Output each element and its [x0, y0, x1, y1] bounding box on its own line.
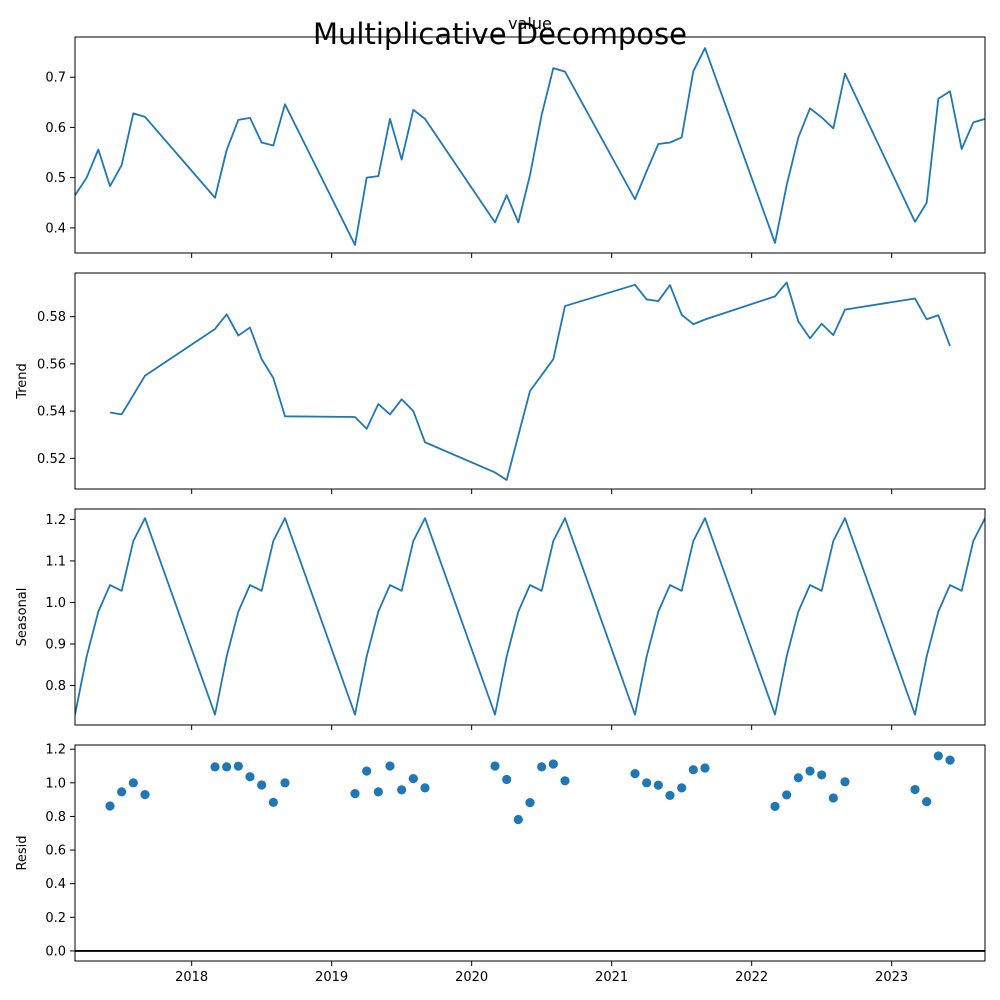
y-tick-label: 0.56 — [37, 357, 66, 372]
y-axis-label: Trend — [15, 363, 30, 400]
panel-resid: Resid 0.0 0.2 0.4 0.6 0.8 1.0 1.2 2018 2019 2020 20… — [15, 743, 986, 985]
x-tick-label: 2023 — [875, 970, 908, 985]
resid-point — [537, 762, 547, 772]
resid-point — [140, 789, 150, 800]
plot-area — [75, 517, 985, 716]
x-tick-label: 2022 — [735, 970, 768, 985]
y-tick-label: 0.9 — [45, 638, 66, 653]
resid-point — [700, 763, 710, 773]
resid-point — [653, 780, 663, 790]
y-tick-label: 0.58 — [37, 310, 66, 325]
resid-point — [280, 778, 290, 788]
resid-point — [105, 801, 115, 811]
resid-point — [525, 798, 535, 808]
panel-value: value 0.4 0.5 0.6 0.7 — [45, 14, 986, 258]
resid-point — [922, 797, 932, 807]
resid-point — [385, 761, 395, 771]
resid-point — [117, 787, 127, 797]
axes-frame — [74, 36, 986, 254]
y-tick-label: 0.8 — [45, 810, 66, 825]
x-tick-label: 2021 — [595, 970, 628, 985]
resid-point — [677, 783, 687, 793]
resid-point — [828, 793, 838, 803]
resid-point — [408, 774, 418, 784]
resid-point — [513, 814, 523, 825]
plot-area — [109, 281, 951, 481]
axes-frame — [74, 508, 986, 726]
y-tick-label: 1.2 — [45, 513, 66, 528]
resid-point — [397, 785, 407, 795]
resid-point — [502, 774, 512, 785]
resid-point — [245, 772, 255, 782]
resid-point — [350, 788, 360, 799]
plot-area — [105, 751, 955, 825]
resid-point — [222, 762, 232, 772]
y-tick-label: 0.4 — [45, 877, 66, 892]
axes-frame — [74, 744, 986, 962]
resid-point — [782, 790, 792, 800]
resid-point — [793, 773, 803, 783]
resid-point — [233, 761, 243, 771]
resid-point — [770, 801, 780, 811]
y-tick-label: 0.2 — [45, 911, 66, 926]
y-tick-label: 0.4 — [45, 221, 66, 236]
axes-frame — [74, 272, 986, 490]
resid-point — [560, 776, 570, 786]
resid-point — [490, 761, 500, 771]
resid-point — [630, 768, 640, 779]
resid-point — [933, 751, 943, 761]
y-tick-label: 0.6 — [45, 844, 66, 859]
resid-point — [257, 780, 267, 790]
x-tick-label: 2020 — [455, 970, 488, 985]
y-tick-label: 0.8 — [45, 679, 66, 694]
x-tick-label: 2019 — [315, 970, 348, 985]
series-line — [75, 517, 985, 716]
series-line — [75, 47, 985, 246]
y-tick-label: 0.0 — [45, 944, 66, 959]
figure-title: Multiplicative Decompose — [313, 17, 687, 51]
y-tick-label: 0.54 — [37, 405, 66, 420]
resid-point — [373, 787, 383, 797]
panels: value 0.4 0.5 0.6 0.7 Trend 0.52 0.54 0.56 0.58 Se… — [15, 14, 986, 985]
resid-point — [210, 762, 220, 772]
resid-point — [688, 765, 698, 775]
resid-point — [642, 778, 652, 788]
panel-title: value — [508, 14, 552, 33]
resid-point — [840, 777, 850, 787]
resid-point — [945, 755, 955, 765]
y-axis-label: Seasonal — [15, 588, 30, 647]
y-tick-label: 1.2 — [45, 743, 66, 758]
panel-trend: Trend 0.52 0.54 0.56 0.58 — [15, 272, 986, 494]
y-tick-label: 0.5 — [45, 171, 66, 186]
x-tick-label: 2018 — [175, 970, 208, 985]
resid-point — [548, 759, 558, 769]
y-tick-label: 1.0 — [45, 776, 66, 791]
panel-seasonal: Seasonal 0.8 0.9 1.0 1.1 1.2 — [15, 508, 986, 730]
y-tick-label: 0.52 — [37, 452, 66, 467]
y-tick-label: 1.0 — [45, 596, 66, 611]
plot-area — [75, 47, 985, 246]
y-tick-label: 0.6 — [45, 121, 66, 136]
resid-point — [128, 778, 138, 788]
series-line — [109, 281, 951, 481]
resid-point — [665, 790, 675, 801]
resid-point — [420, 783, 430, 793]
y-axis-label: Resid — [15, 835, 30, 870]
resid-point — [817, 770, 827, 780]
resid-point — [805, 766, 815, 776]
y-tick-label: 0.7 — [45, 71, 66, 86]
resid-point — [268, 797, 278, 807]
resid-point — [362, 766, 372, 776]
resid-point — [910, 784, 920, 795]
y-tick-label: 1.1 — [45, 554, 66, 569]
